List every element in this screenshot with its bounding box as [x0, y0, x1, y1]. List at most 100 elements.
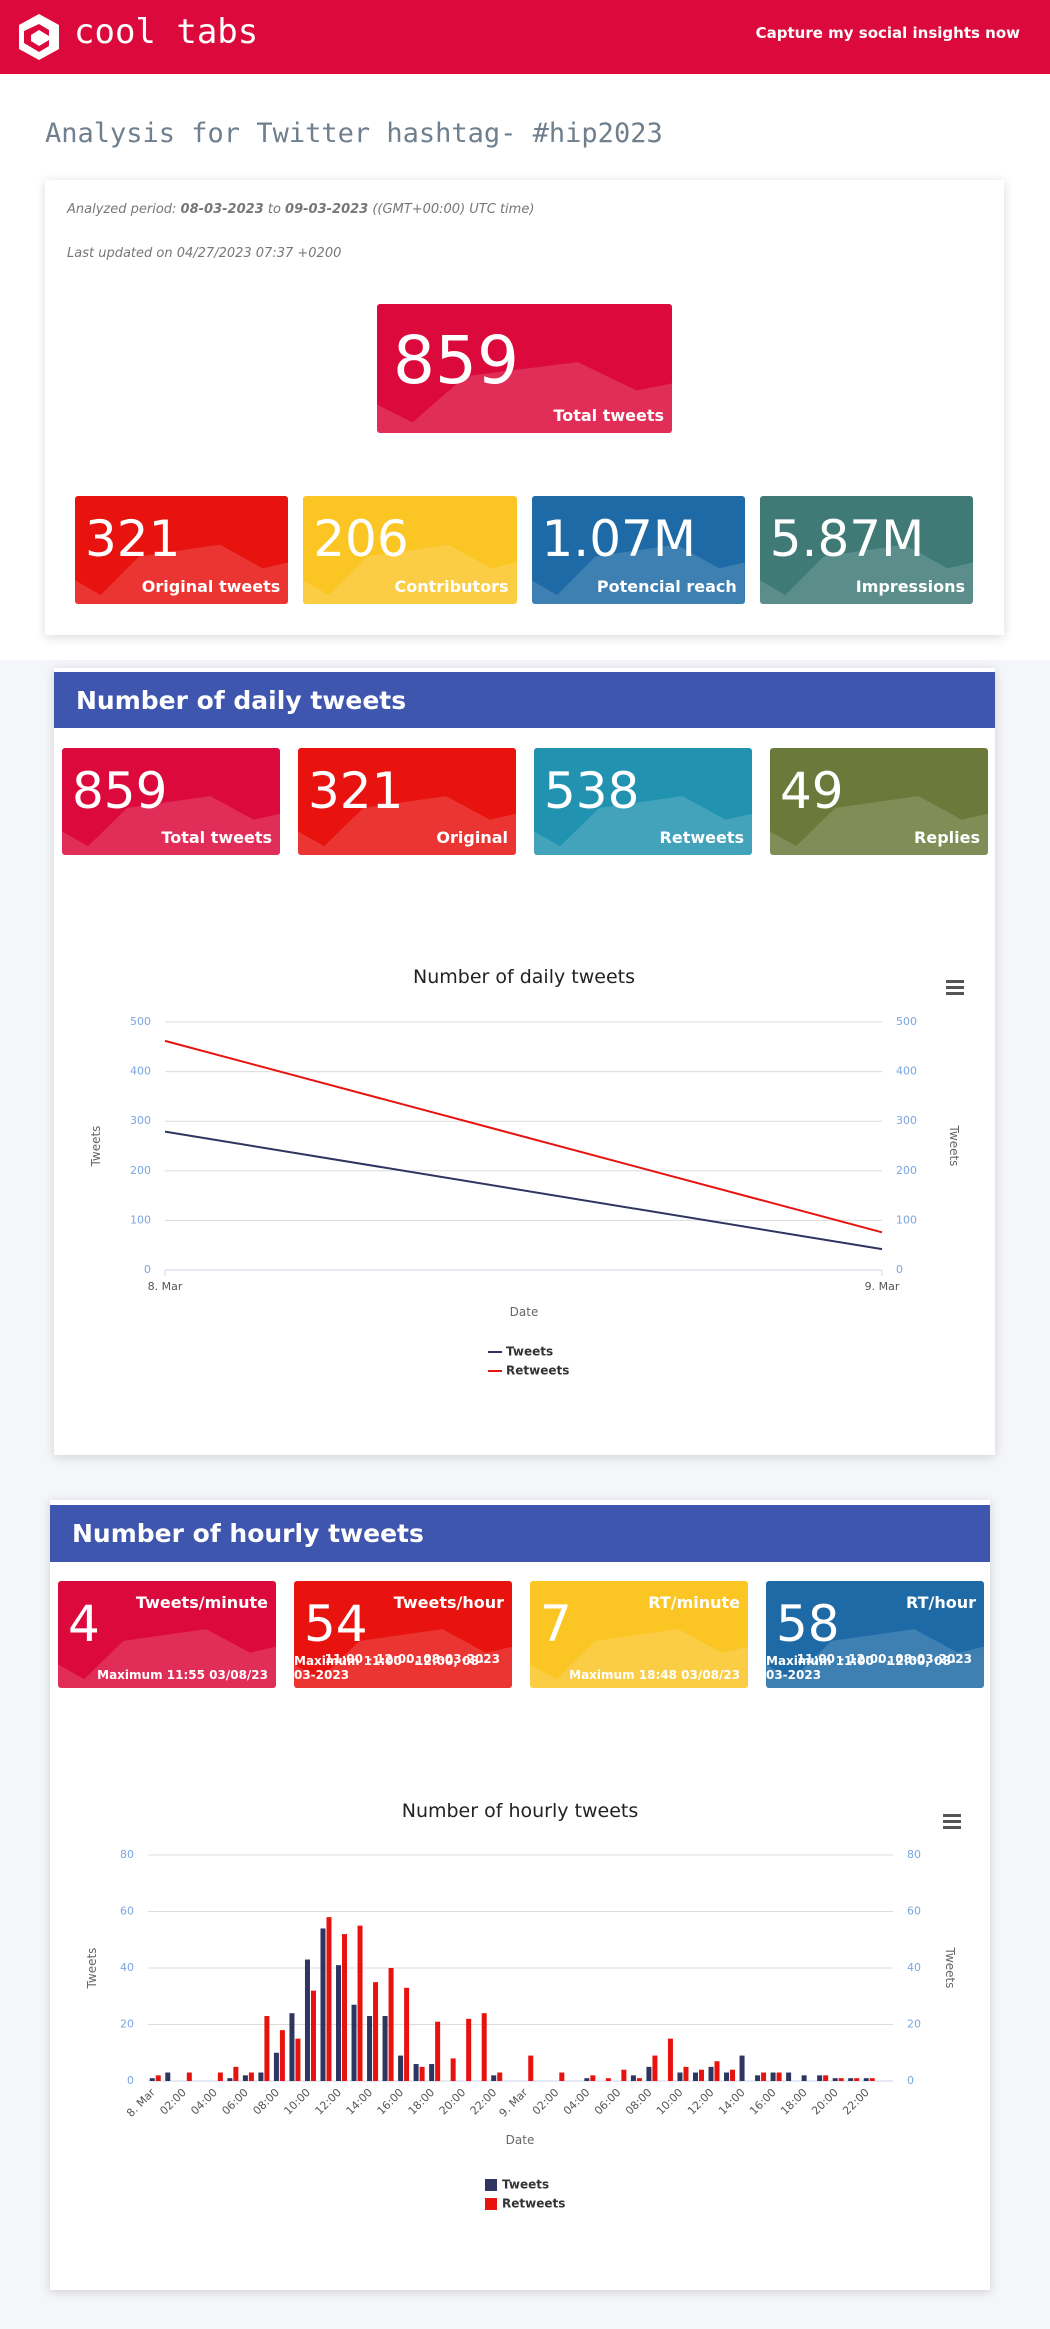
- bar: [854, 2078, 860, 2081]
- x-tick-label: 22:00: [840, 2086, 872, 2118]
- bar: [382, 2016, 388, 2081]
- bar: [630, 2075, 636, 2081]
- card-label: Original tweets: [141, 577, 281, 596]
- y2-tick-label: 400: [896, 1065, 917, 1078]
- bar: [559, 2072, 565, 2081]
- bar: [528, 2055, 534, 2081]
- x-tick-label: 12:00: [313, 2086, 345, 2118]
- bar: [590, 2075, 596, 2081]
- x-tick-label: 16:00: [747, 2086, 779, 2118]
- bar: [326, 1917, 332, 2081]
- bar: [273, 2052, 279, 2081]
- section-header: Number of hourly tweets: [50, 1505, 990, 1562]
- bar: [217, 2072, 223, 2081]
- x-tick-label: 04:00: [188, 2086, 220, 2118]
- card-value: 49: [780, 762, 844, 820]
- series-line: [164, 1039, 883, 1234]
- bar: [481, 2013, 487, 2081]
- x-tick-label: 08:00: [623, 2086, 655, 2118]
- bar: [636, 2078, 642, 2081]
- x-tick-label: 22:00: [468, 2086, 500, 2118]
- legend-label: Retweets: [502, 2197, 565, 2211]
- bar: [698, 2069, 704, 2081]
- bar: [652, 2055, 658, 2081]
- total-card: 859 Total tweets: [377, 304, 672, 433]
- bar: [165, 2072, 171, 2081]
- bar: [838, 2078, 844, 2081]
- bar: [351, 2004, 357, 2081]
- cta-link[interactable]: Capture my social insights now: [755, 24, 1020, 42]
- card-label: Replies: [914, 828, 980, 847]
- y2-tick-label: 60: [907, 1905, 921, 1918]
- card-maximum: Maximum 11:55 03/08/23: [97, 1668, 268, 1682]
- card-label: Retweets: [659, 828, 744, 847]
- x-tick-label: 8. Mar: [148, 1280, 183, 1293]
- legend-swatch: [485, 2198, 497, 2210]
- stat-card: 58 RT/hour 11:00 - 12:00, 08-03-2023 Maximu…: [766, 1581, 984, 1688]
- x-tick-label: 14:00: [344, 2086, 376, 2118]
- bar: [823, 2075, 829, 2081]
- bar: [413, 2064, 419, 2081]
- bar: [242, 2075, 248, 2081]
- period-to-word: to: [267, 202, 281, 217]
- stat-card: 321 Original tweets: [75, 496, 289, 604]
- x-axis-label: Date: [510, 1305, 539, 1319]
- legend-label: Retweets: [506, 1364, 569, 1378]
- y-tick-label: 40: [120, 1961, 134, 1974]
- y-tick-label: 20: [120, 2018, 134, 2031]
- stat-card: 4 Tweets/minute Maximum 11:55 03/08/23: [58, 1581, 276, 1688]
- bar: [295, 2038, 301, 2081]
- x-tick-label: 9. Mar: [497, 2086, 531, 2120]
- bar: [227, 2078, 233, 2081]
- y-tick-label: 200: [130, 1164, 151, 1177]
- stat-card: 321 Original: [298, 748, 516, 855]
- bar: [398, 2055, 404, 2081]
- card-value: 4: [68, 1595, 100, 1653]
- logo-icon[interactable]: [18, 14, 60, 60]
- bar: [367, 2016, 373, 2081]
- x-tick-label: 20:00: [437, 2086, 469, 2118]
- bar: [155, 2075, 161, 2081]
- y2-tick-label: 0: [896, 1263, 903, 1276]
- card-maximum: Maximum 11:00 - 12:00, 08-03-2023: [294, 1654, 484, 1682]
- y-tick-label: 100: [130, 1213, 151, 1226]
- summary-panel: Analyzed period: 08-03-2023 to 09-03-202…: [45, 180, 1004, 635]
- y-tick-label: 400: [130, 1065, 151, 1078]
- stat-card: 7 RT/minute Maximum 18:48 03/08/23: [530, 1581, 748, 1688]
- chart-menu[interactable]: [946, 980, 964, 995]
- y-tick-label: 80: [120, 1848, 134, 1861]
- x-tick-label: 14:00: [716, 2086, 748, 2118]
- y2-axis-label: Tweets: [947, 1125, 961, 1167]
- chart-title: Number of daily tweets: [413, 966, 635, 988]
- logo-text[interactable]: cool tabs: [74, 12, 259, 52]
- card-value: 58: [776, 1595, 840, 1653]
- bar: [776, 2072, 782, 2081]
- y2-axis-label: Tweets: [943, 1947, 957, 1989]
- x-tick-label: 06:00: [219, 2086, 251, 2118]
- bar: [605, 2078, 611, 2081]
- y2-tick-label: 500: [896, 1015, 917, 1028]
- bar: [497, 2072, 503, 2081]
- card-label: Impressions: [855, 577, 965, 596]
- bar: [233, 2066, 239, 2081]
- bar: [342, 1934, 348, 2081]
- chart-menu[interactable]: [943, 1814, 961, 1829]
- stat-card: 5.87M Impressions: [759, 496, 973, 604]
- x-tick-label: 04:00: [561, 2086, 593, 2118]
- bar: [869, 2078, 875, 2081]
- summary-cards: 321 Original tweets 206 Contributors 1.07M Po…: [75, 496, 973, 604]
- card-label: RT/minute: [648, 1593, 740, 1612]
- bar: [683, 2066, 689, 2081]
- x-tick-label: 06:00: [592, 2086, 624, 2118]
- bar: [491, 2075, 497, 2081]
- y2-tick-label: 0: [907, 2074, 914, 2087]
- stat-card: 859 Total tweets: [62, 748, 280, 855]
- x-tick-label: 18:00: [778, 2086, 810, 2118]
- y2-tick-label: 200: [896, 1164, 917, 1177]
- y-tick-label: 300: [130, 1114, 151, 1127]
- card-label: Contributors: [394, 577, 509, 596]
- series-line: [164, 1130, 883, 1251]
- x-tick-label: 9. Mar: [865, 1280, 900, 1293]
- bar: [667, 2038, 673, 2081]
